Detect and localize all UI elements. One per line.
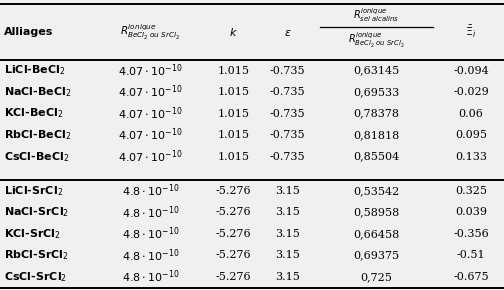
- Text: -5.276: -5.276: [216, 250, 251, 260]
- Text: 1.015: 1.015: [217, 108, 249, 119]
- Text: 0,725: 0,725: [361, 272, 393, 282]
- Text: $4.07\cdot10^{-10}$: $4.07\cdot10^{-10}$: [118, 105, 183, 122]
- Text: 0.06: 0.06: [459, 108, 483, 119]
- Text: KCl-SrCl$_2$: KCl-SrCl$_2$: [4, 227, 61, 241]
- Text: 3.15: 3.15: [275, 207, 300, 217]
- Text: 0.325: 0.325: [455, 186, 487, 196]
- Text: 0.133: 0.133: [455, 152, 487, 162]
- Text: $4.07\cdot10^{-10}$: $4.07\cdot10^{-10}$: [118, 62, 183, 79]
- Text: LiCl-BeCl$_2$: LiCl-BeCl$_2$: [4, 64, 66, 77]
- Text: RbCl-SrCl$_2$: RbCl-SrCl$_2$: [4, 249, 69, 262]
- Text: $\bar{\Xi}_i$: $\bar{\Xi}_i$: [466, 24, 477, 40]
- Text: 0.095: 0.095: [455, 130, 487, 140]
- Text: $4.8\cdot10^{-10}$: $4.8\cdot10^{-10}$: [121, 182, 179, 199]
- Text: -0.51: -0.51: [457, 250, 485, 260]
- Text: $4.8\cdot10^{-10}$: $4.8\cdot10^{-10}$: [121, 204, 179, 221]
- Text: -0.735: -0.735: [270, 108, 305, 119]
- Text: -0.356: -0.356: [453, 229, 489, 239]
- Text: -0.094: -0.094: [453, 66, 489, 75]
- Text: 1.015: 1.015: [217, 87, 249, 97]
- Text: 1.015: 1.015: [217, 152, 249, 162]
- Text: -0.735: -0.735: [270, 130, 305, 140]
- Text: 0.039: 0.039: [455, 207, 487, 217]
- Text: 0,53542: 0,53542: [353, 186, 400, 196]
- Text: -5.276: -5.276: [216, 272, 251, 282]
- Text: 3.15: 3.15: [275, 229, 300, 239]
- Text: $4.07\cdot10^{-10}$: $4.07\cdot10^{-10}$: [118, 148, 183, 165]
- Text: -0.675: -0.675: [453, 272, 489, 282]
- Text: 0,69375: 0,69375: [353, 250, 400, 260]
- Text: 0,63145: 0,63145: [353, 66, 400, 75]
- Text: 1.015: 1.015: [217, 130, 249, 140]
- Text: 3.15: 3.15: [275, 186, 300, 196]
- Text: 3.15: 3.15: [275, 250, 300, 260]
- Text: -0.029: -0.029: [453, 87, 489, 97]
- Text: 0,81818: 0,81818: [353, 130, 400, 140]
- Text: $R^{ionique}_{sel\ alcalins}$: $R^{ionique}_{sel\ alcalins}$: [353, 6, 400, 24]
- Text: NaCl-SrCl$_2$: NaCl-SrCl$_2$: [4, 205, 69, 219]
- Text: -5.276: -5.276: [216, 186, 251, 196]
- Text: $k$: $k$: [229, 26, 238, 38]
- Text: 0,58958: 0,58958: [353, 207, 400, 217]
- Text: -0.735: -0.735: [270, 152, 305, 162]
- Text: 1.015: 1.015: [217, 66, 249, 75]
- Text: CsCl-SrCl$_2$: CsCl-SrCl$_2$: [4, 270, 67, 284]
- Text: NaCl-BeCl$_2$: NaCl-BeCl$_2$: [4, 85, 72, 99]
- Text: LiCl-SrCl$_2$: LiCl-SrCl$_2$: [4, 184, 63, 198]
- Text: $4.8\cdot10^{-10}$: $4.8\cdot10^{-10}$: [121, 269, 179, 285]
- Text: Alliages: Alliages: [4, 27, 53, 37]
- Text: $R^{ionique}_{BeCl_2\ ou\ SrCl_2}$: $R^{ionique}_{BeCl_2\ ou\ SrCl_2}$: [120, 22, 180, 42]
- Text: $4.8\cdot10^{-10}$: $4.8\cdot10^{-10}$: [121, 247, 179, 264]
- Text: RbCl-BeCl$_2$: RbCl-BeCl$_2$: [4, 128, 72, 142]
- Text: -0.735: -0.735: [270, 66, 305, 75]
- Text: 0,78378: 0,78378: [354, 108, 400, 119]
- Text: $4.07\cdot10^{-10}$: $4.07\cdot10^{-10}$: [118, 84, 183, 100]
- Text: 0,85504: 0,85504: [353, 152, 400, 162]
- Text: 0,66458: 0,66458: [353, 229, 400, 239]
- Text: $\varepsilon$: $\varepsilon$: [284, 27, 292, 37]
- Text: $4.8\cdot10^{-10}$: $4.8\cdot10^{-10}$: [121, 226, 179, 242]
- Text: $R^{ionique}_{BeCl_2\ ou\ SrCl_2}$: $R^{ionique}_{BeCl_2\ ou\ SrCl_2}$: [348, 31, 405, 50]
- Text: 0,69533: 0,69533: [353, 87, 400, 97]
- Text: CsCl-BeCl$_2$: CsCl-BeCl$_2$: [4, 150, 70, 164]
- Text: $4.07\cdot10^{-10}$: $4.07\cdot10^{-10}$: [118, 127, 183, 143]
- Text: -0.735: -0.735: [270, 87, 305, 97]
- Text: -5.276: -5.276: [216, 229, 251, 239]
- Text: -5.276: -5.276: [216, 207, 251, 217]
- Text: KCl-BeCl$_2$: KCl-BeCl$_2$: [4, 107, 64, 120]
- Text: 3.15: 3.15: [275, 272, 300, 282]
